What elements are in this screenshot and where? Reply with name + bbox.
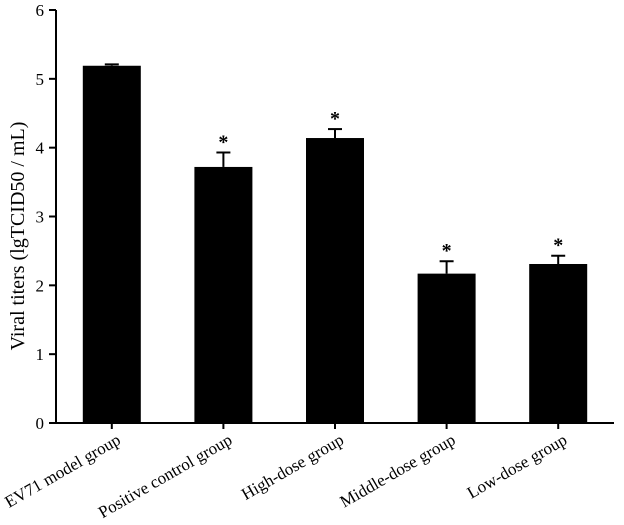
y-tick-label: 1 xyxy=(36,345,45,364)
y-tick-label: 6 xyxy=(36,1,45,20)
x-tick-label: High-dose group xyxy=(238,430,347,504)
y-axis-label: Viral titers (lgTCID50 / mL) xyxy=(7,122,29,351)
y-tick-label: 2 xyxy=(36,276,45,295)
bar xyxy=(194,166,253,423)
y-tick-label: 5 xyxy=(36,70,45,89)
y-tick-label: 3 xyxy=(36,208,45,227)
y-tick-label: 0 xyxy=(36,414,45,433)
significance-star: * xyxy=(553,235,563,257)
bar xyxy=(417,273,476,423)
bar xyxy=(306,138,364,423)
y-ticks: 0 1 2 3 4 5 6 xyxy=(36,1,56,433)
bar xyxy=(529,263,588,423)
significance-star: * xyxy=(330,108,340,130)
significance-markers: * * * * xyxy=(218,108,563,262)
error-bars xyxy=(104,63,566,274)
bar xyxy=(82,65,141,423)
bars xyxy=(82,65,588,423)
x-tick-label: Low-dose group xyxy=(464,430,570,502)
y-tick-label: 4 xyxy=(36,139,45,158)
x-tick-label: Middle-dose group xyxy=(337,430,459,511)
significance-star: * xyxy=(218,131,228,153)
significance-star: * xyxy=(442,240,452,262)
